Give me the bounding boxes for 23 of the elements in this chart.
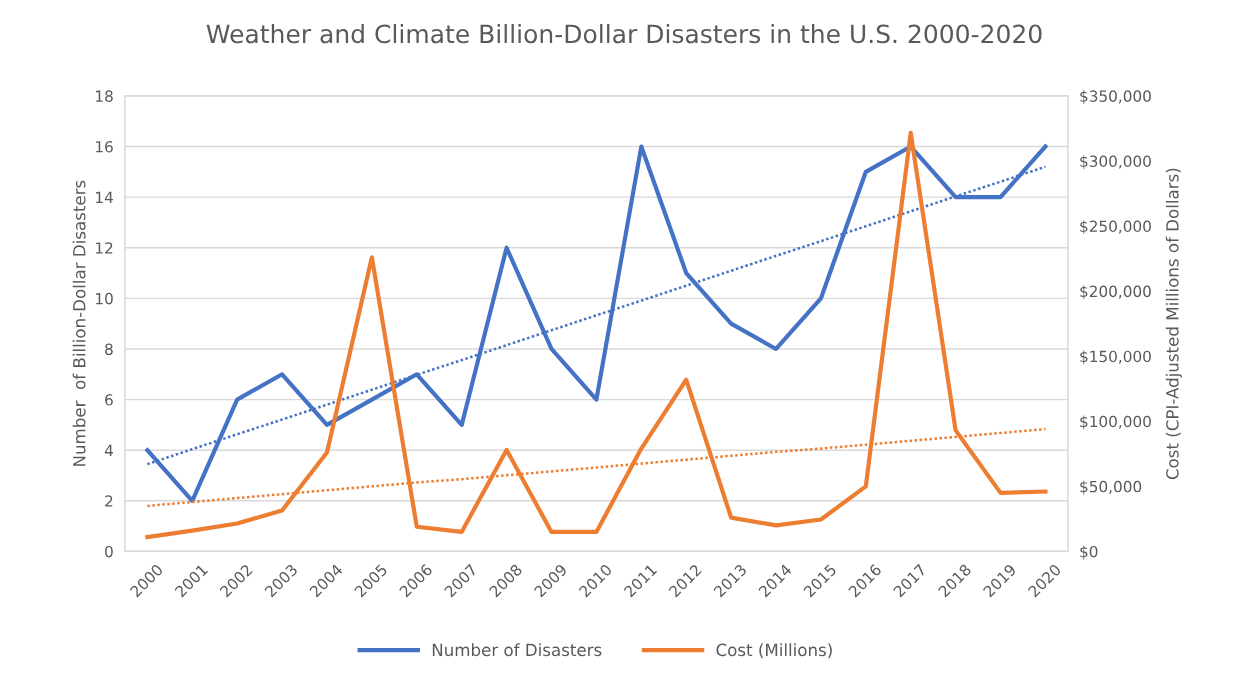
y-tick-label: 12 [96, 242, 113, 254]
y2-tick-label: $50,000 [1080, 480, 1142, 495]
y-tick-label: 10 [96, 292, 113, 305]
y2-tick-label: $350,000 [1080, 90, 1151, 104]
y-tick-label: 14 [96, 191, 113, 203]
y-tick-label: 16 [96, 140, 113, 153]
y2-tick-label: $200,000 [1080, 285, 1151, 300]
y2-axis-title: Cost (CPI-Adjusted Millions of Dollars) [1165, 168, 1182, 480]
y-tick-label: 0 [105, 545, 113, 558]
legend-label: Cost (Millions) [716, 643, 832, 659]
y2-tick-label: $250,000 [1080, 220, 1151, 235]
legend-label: Number of Disasters [432, 643, 602, 657]
y2-tick-label: $150,000 [1080, 350, 1151, 365]
y-tick-label: 6 [105, 394, 113, 406]
y-tick-label: 2 [105, 495, 113, 507]
y-tick-label: 4 [104, 444, 113, 456]
chart-title: Weather and Climate Billion-Dollar Disasters in the U.S. 2000-2020 [206, 23, 1042, 44]
y-tick-label: 8 [105, 343, 113, 355]
y2-tick-label: $300,000 [1080, 155, 1151, 170]
y-tick-label: 18 [96, 90, 113, 102]
y-axis-title: Number of Billion-Dollar Disasters [72, 180, 86, 466]
y2-tick-label: $100,000 [1080, 415, 1151, 430]
y2-tick-label: $0 [1080, 545, 1098, 560]
